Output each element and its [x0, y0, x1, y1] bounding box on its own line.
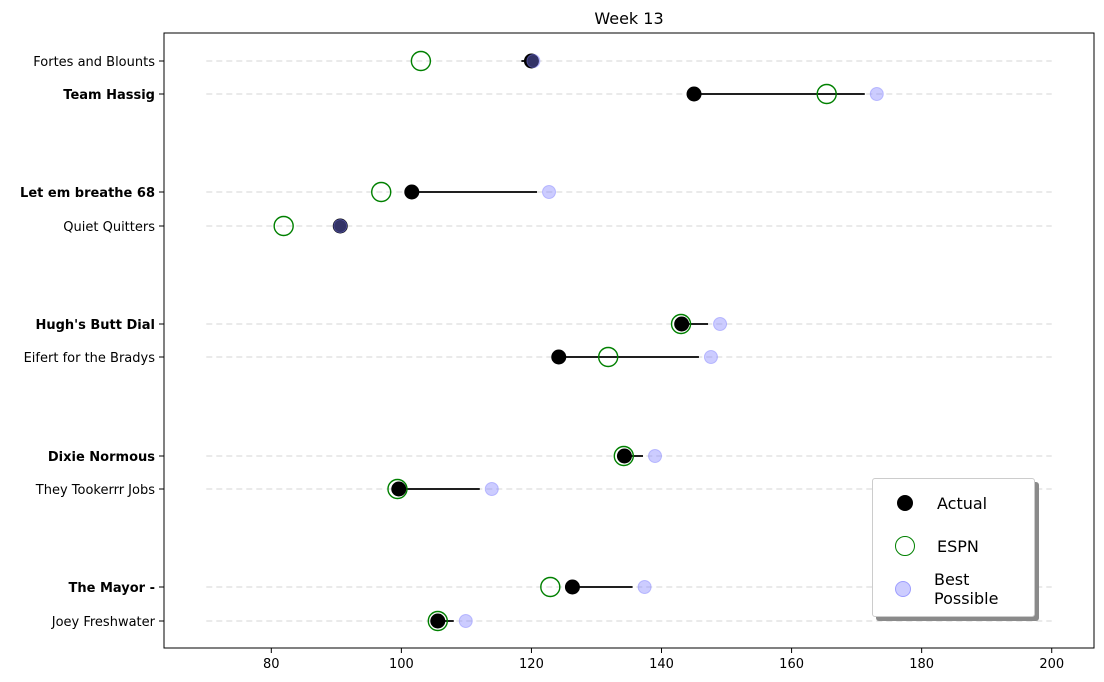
team-label: Let em breathe 68	[20, 186, 155, 201]
espn-point	[816, 83, 837, 105]
team-label: Fortes and Blounts	[33, 55, 155, 70]
espn-point	[613, 445, 634, 467]
chart-title: Week 13	[594, 9, 663, 28]
legend-label-actual: Actual	[937, 493, 988, 513]
x-tick-label: 160	[779, 657, 804, 672]
x-tick-label: 180	[909, 657, 934, 672]
dumbbell-bars	[398, 60, 865, 622]
legend-item-best: Best Possible	[873, 570, 1034, 608]
team-label: The Mayor -	[68, 581, 155, 596]
espn-point	[387, 478, 408, 500]
team-label: They Tookerrr Jobs	[35, 483, 155, 498]
best-possible-point	[333, 219, 348, 233]
plot-frame	[163, 32, 1095, 649]
best-possible-point	[713, 317, 728, 331]
best-possible-point	[703, 350, 718, 364]
x-tick-label: 200	[1039, 657, 1064, 672]
legend-label-espn: ESPN	[937, 536, 979, 556]
actual-marker-icon	[897, 495, 913, 511]
x-tick-label: 80	[263, 657, 280, 672]
actual-markers	[332, 53, 702, 629]
team-label: Eifert for the Bradys	[24, 351, 156, 366]
actual-point	[616, 448, 632, 464]
best-possible-point	[637, 580, 652, 594]
best-possible-point	[526, 54, 541, 68]
team-label: Quiet Quitters	[63, 220, 155, 235]
team-label: Hugh's Butt Dial	[35, 318, 155, 333]
team-label: Joey Freshwater	[51, 615, 156, 630]
actual-point	[430, 613, 446, 629]
actual-point	[523, 53, 539, 69]
actual-point	[332, 218, 348, 234]
espn-point	[427, 610, 448, 632]
legend-label-best: Best Possible	[933, 570, 999, 608]
legend: Actual ESPN Best Possible	[872, 478, 1035, 617]
x-ticks: 80 100 120 140 160 180 200	[159, 60, 1064, 672]
actual-point	[551, 349, 567, 365]
actual-point	[564, 579, 580, 595]
legend-item-espn: ESPN	[873, 534, 979, 558]
legend-item-actual: Actual	[873, 491, 987, 515]
best-marker-icon	[895, 581, 912, 597]
actual-point	[404, 184, 420, 200]
best-possible-point	[869, 87, 884, 101]
best-possible-point	[484, 482, 499, 496]
best-possible-point	[458, 614, 473, 628]
best-possible-point	[648, 449, 663, 463]
y-tick-labels: Fortes and Blounts Team Hassig Let em brea…	[20, 55, 156, 630]
espn-point	[371, 181, 392, 203]
x-tick-label: 100	[389, 657, 414, 672]
actual-point	[674, 316, 690, 332]
espn-markers	[273, 50, 837, 632]
espn-point	[410, 50, 432, 72]
x-tick-label: 120	[519, 657, 544, 672]
team-label: Team Hassig	[63, 88, 155, 103]
actual-point	[391, 481, 407, 497]
best-possible-point	[542, 185, 557, 199]
x-tick-label: 140	[649, 657, 674, 672]
best-possible-markers	[333, 54, 884, 628]
espn-point	[540, 576, 561, 598]
espn-marker-icon	[895, 536, 915, 556]
team-label: Dixie Normous	[48, 450, 155, 465]
espn-point	[273, 215, 294, 237]
actual-point	[686, 86, 702, 102]
espn-point	[597, 346, 619, 368]
espn-point	[670, 313, 692, 335]
